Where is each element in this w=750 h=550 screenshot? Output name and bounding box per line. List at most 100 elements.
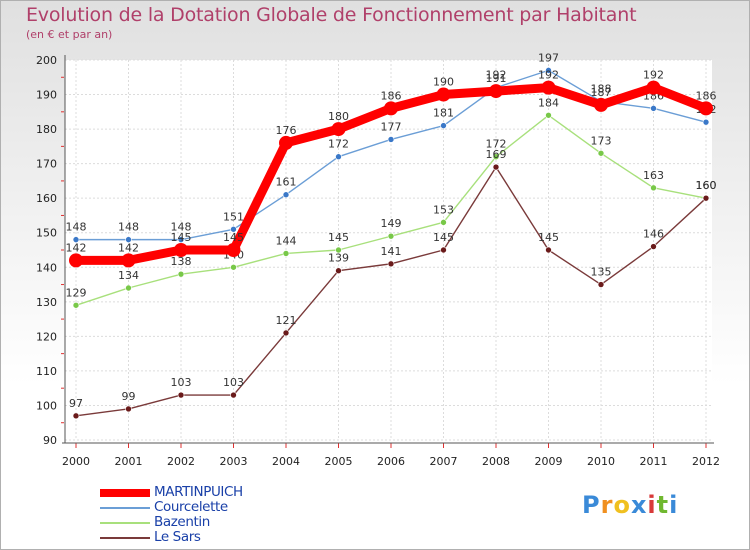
point-courcelette [72,236,80,243]
data-label-le-sars: 145 [538,231,559,244]
data-label-bazentin: 134 [118,269,139,282]
point-martinpuich [436,87,451,102]
data-label-le-sars: 145 [433,231,454,244]
data-label-le-sars: 141 [381,245,402,258]
logo-letter: o [613,491,631,519]
point-bazentin [492,153,500,161]
point-courcelette [335,153,342,161]
data-label-martinpuich: 180 [328,110,349,123]
point-le-sars [492,163,500,171]
point-courcelette [440,122,447,129]
data-label-martinpuich: 192 [643,69,664,82]
x-tick-label: 2001 [115,455,143,468]
logo-letter: i [647,491,657,519]
data-label-courcelette: 177 [381,120,402,133]
chart-title: Evolution de la Dotation Globale de Fonc… [26,4,637,26]
chart-legend: MARTINPUICH Courcelette Bazentin Le Sars [100,485,243,545]
y-tick-label: 120 [36,330,57,343]
point-le-sars [440,246,447,254]
legend-label-courcelette: Courcelette [154,499,228,515]
point-bazentin [440,219,447,226]
x-tick-label: 2000 [62,455,90,468]
point-courcelette [650,105,657,112]
data-label-bazentin: 145 [328,231,349,244]
point-martinpuich [384,101,398,116]
data-label-bazentin: 138 [171,255,192,268]
data-label-martinpuich: 186 [381,89,402,102]
data-label-bazentin: 173 [591,134,612,147]
data-label-le-sars: 135 [591,266,612,279]
x-tick-label: 2008 [482,455,510,468]
data-label-courcelette: 148 [66,221,87,234]
point-bazentin [72,301,80,309]
data-label-bazentin: 184 [538,96,559,109]
x-tick-label: 2002 [167,455,195,468]
data-label-courcelette: 148 [118,221,139,234]
data-label-le-sars: 169 [486,148,507,161]
data-label-martinpuich: 145 [223,231,244,244]
chart-subtitle: (en € et par an) [26,28,113,41]
legend-swatch-martinpuich [100,488,150,497]
data-label-le-sars: 160 [696,179,717,192]
point-le-sars [387,260,395,268]
x-tick-label: 2006 [377,455,405,468]
legend-item-courcelette: Courcelette [100,500,243,515]
y-tick-label: 90 [43,434,57,447]
x-tick-label: 2010 [587,455,615,468]
data-label-courcelette: 151 [223,210,244,223]
x-tick-label: 2012 [692,455,720,468]
data-label-courcelette: 172 [328,138,349,151]
data-label-courcelette: 181 [433,107,454,120]
logo-letter: P [582,491,601,519]
data-label-martinpuich: 190 [433,76,454,89]
point-le-sars [545,246,552,254]
point-le-sars [702,194,710,202]
data-label-bazentin: 153 [433,203,454,216]
point-bazentin [387,232,395,240]
legend-item-le-sars: Le Sars [100,530,243,545]
data-label-le-sars: 146 [643,228,664,241]
point-bazentin [650,184,657,192]
point-le-sars [282,329,290,337]
data-label-martinpuich: 142 [66,241,87,254]
y-tick-label: 150 [36,227,57,240]
point-courcelette [125,236,132,243]
logo-letter: r [600,491,614,519]
data-label-martinpuich: 191 [486,72,507,85]
y-tick-label: 160 [36,192,57,205]
point-courcelette [177,236,185,243]
data-label-bazentin: 163 [643,169,664,182]
data-label-le-sars: 139 [328,252,349,265]
x-tick-label: 2003 [220,455,248,468]
data-label-courcelette: 197 [538,51,559,64]
data-label-bazentin: 172 [486,138,507,151]
point-bazentin [545,111,552,119]
data-label-bazentin: 129 [66,286,87,299]
y-tick-label: 130 [36,296,57,309]
point-courcelette [702,118,710,126]
y-tick-label: 200 [36,54,57,67]
data-label-bazentin: 144 [276,234,297,247]
data-label-le-sars: 99 [122,390,136,403]
x-tick-label: 2007 [430,455,458,468]
point-bazentin [597,149,605,157]
data-label-martinpuich: 145 [171,231,192,244]
x-tick-label: 2011 [640,455,668,468]
point-martinpuich [699,101,713,116]
point-martinpuich [174,243,188,257]
point-bazentin [230,263,237,271]
y-tick-label: 180 [36,123,57,136]
data-label-courcelette: 192 [486,69,507,82]
point-courcelette [230,225,237,233]
y-tick-label: 170 [36,158,57,171]
point-le-sars [72,412,80,420]
point-martinpuich [69,253,83,268]
point-martinpuich [541,80,556,95]
point-le-sars [597,281,605,288]
point-courcelette [545,67,552,74]
legend-label-martinpuich: MARTINPUICH [154,484,243,500]
data-label-bazentin: 149 [381,217,402,230]
point-le-sars [335,267,342,275]
point-courcelette [282,191,290,199]
y-tick-label: 140 [36,261,57,274]
